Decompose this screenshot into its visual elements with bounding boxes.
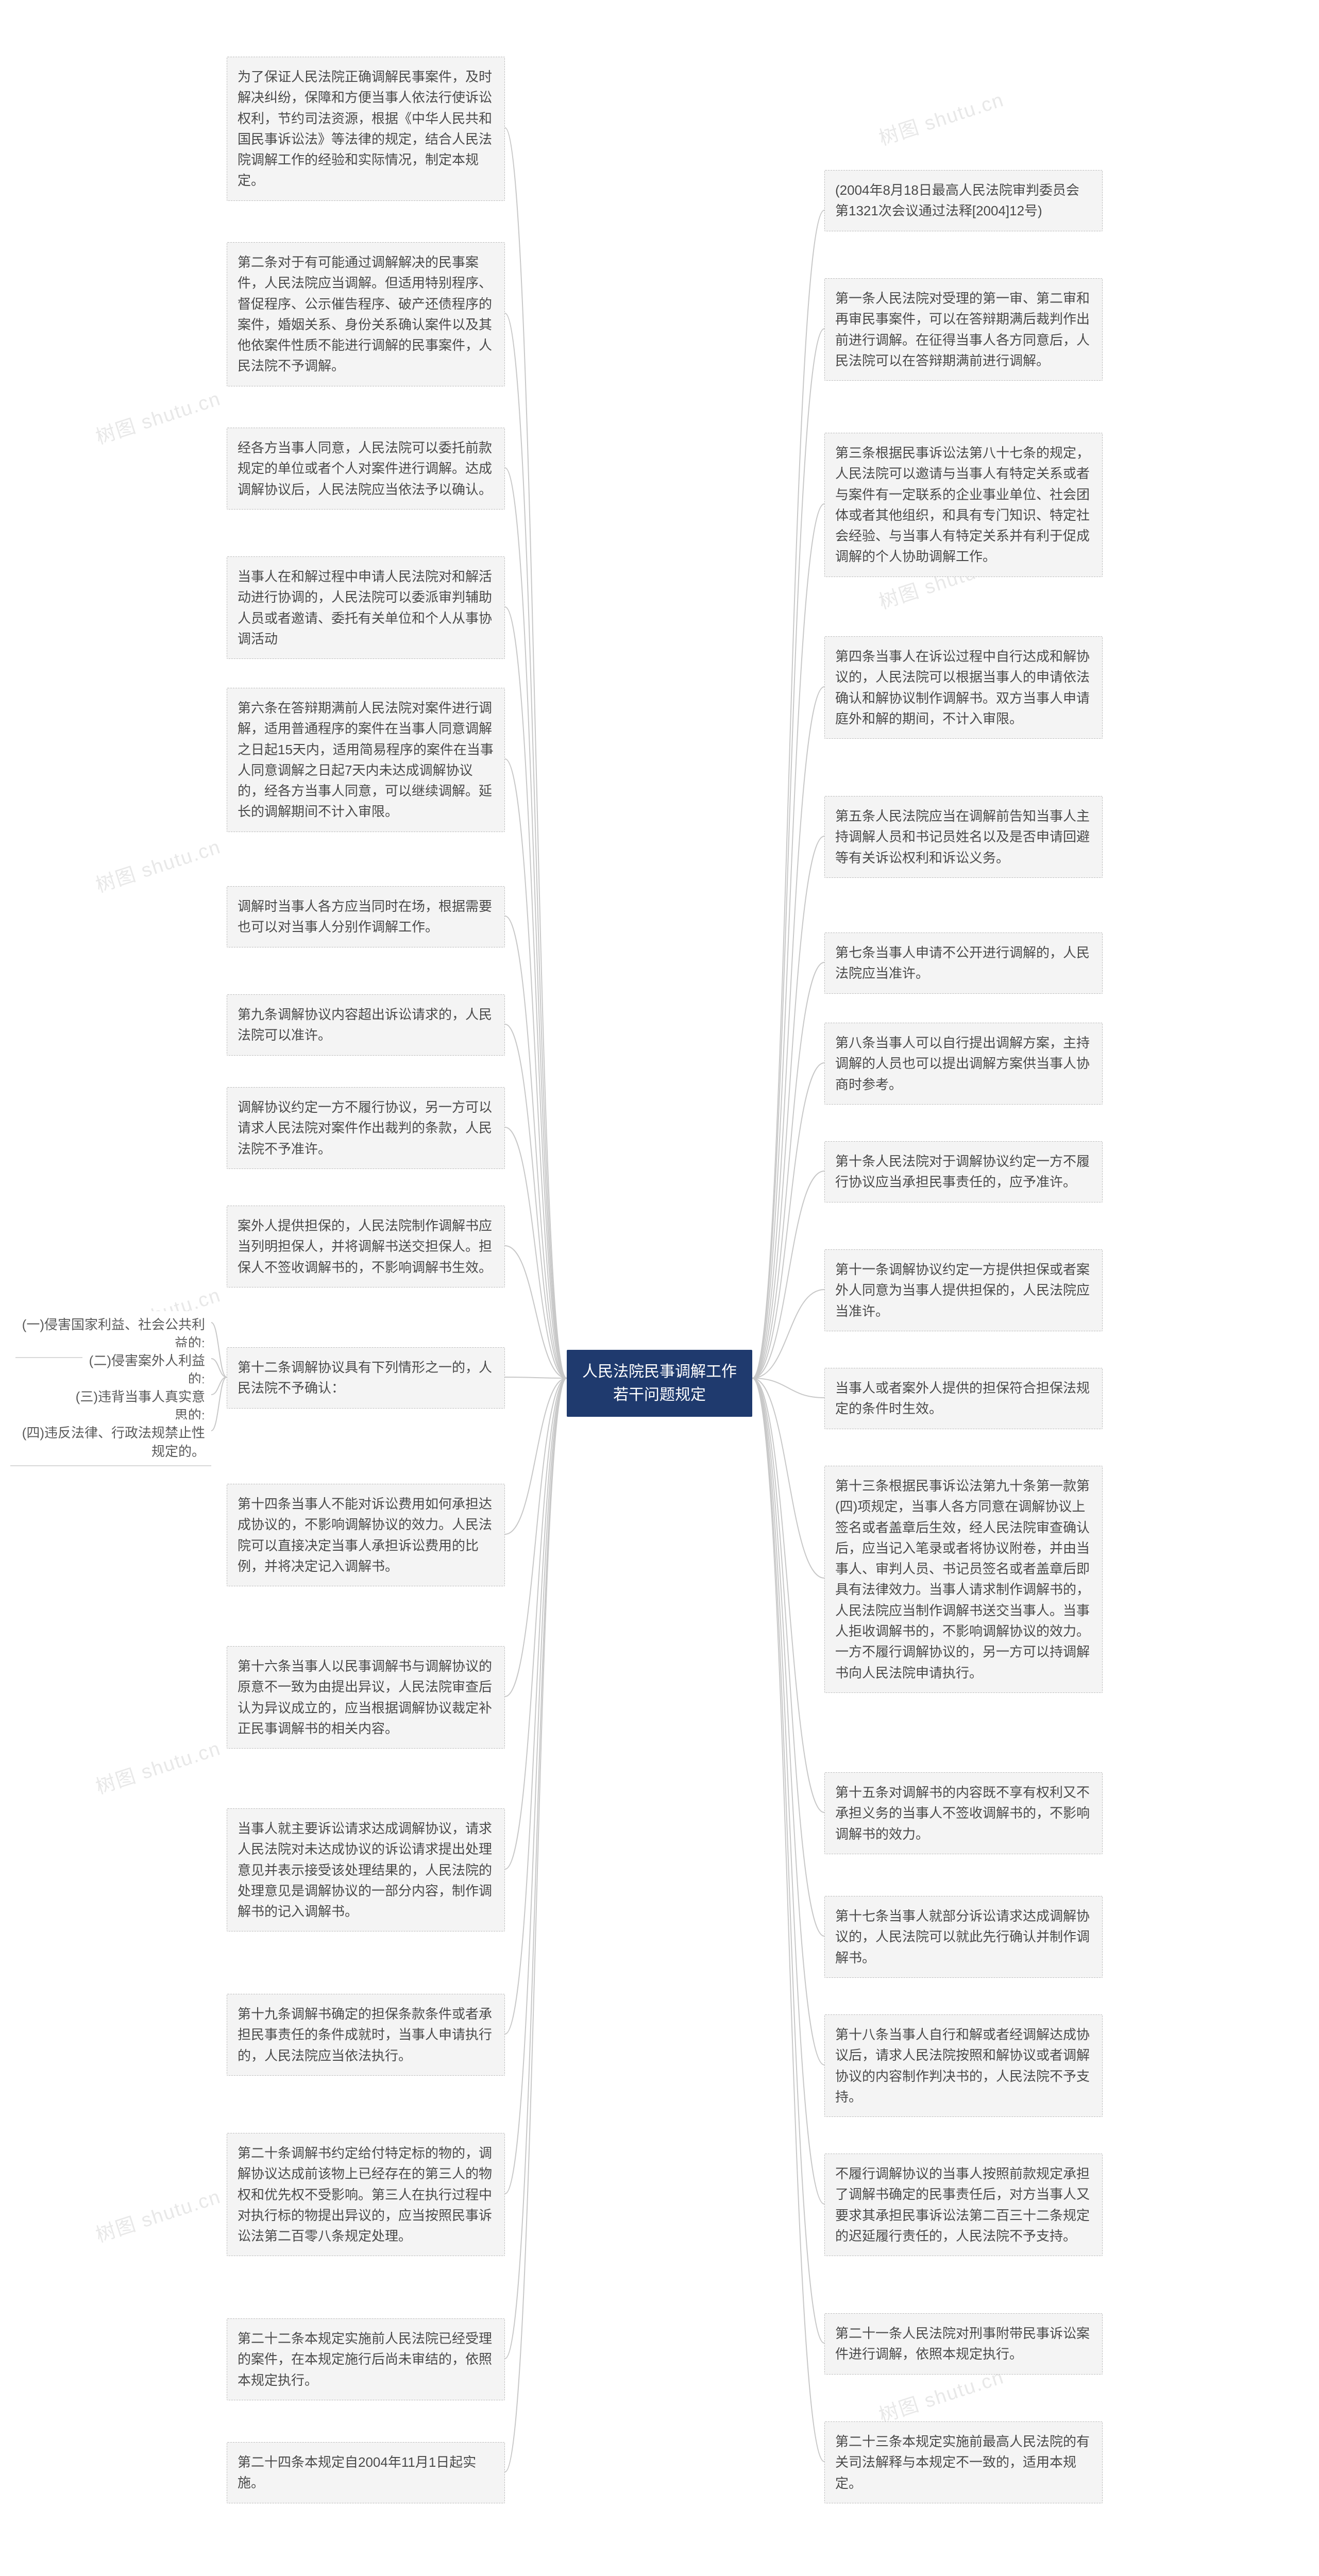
left-node: 第六条在答辩期满前人民法院对案件进行调解，适用普通程序的案件在当事人同意调解之日…	[227, 688, 505, 832]
left-node: 第二十条调解书约定给付特定标的物的，调解协议达成前该物上已经存在的第三人的物权和…	[227, 2133, 505, 2256]
center-node: 人民法院民事调解工作若干问题规定	[567, 1350, 752, 1417]
left-node: 为了保证人民法院正确调解民事案件，及时解决纠纷，保障和方便当事人依法行使诉讼权利…	[227, 57, 505, 201]
right-node: 第一条人民法院对受理的第一审、第二审和再审民事案件，可以在答辩期满后裁判作出前进…	[824, 278, 1103, 381]
left-node: 经各方当事人同意，人民法院可以委托前款规定的单位或者个人对案件进行调解。达成调解…	[227, 428, 505, 510]
right-node: 第十八条当事人自行和解或者经调解达成协议后，请求人民法院按照和解协议或者调解协议…	[824, 2014, 1103, 2117]
connector-lines	[0, 0, 1319, 2576]
right-node: 第二十三条本规定实施前最高人民法院的有关司法解释与本规定不一致的，适用本规定。	[824, 2421, 1103, 2503]
right-node: 当事人或者案外人提供的担保符合担保法规定的条件时生效。	[824, 1368, 1103, 1429]
right-node: 第五条人民法院应当在调解前告知当事人主持调解人员和书记员姓名以及是否申请回避等有…	[824, 796, 1103, 878]
right-node: 第四条当事人在诉讼过程中自行达成和解协议的，人民法院可以根据当事人的申请依法确认…	[824, 636, 1103, 739]
mindmap-diagram: 人民法院民事调解工作若干问题规定 为了保证人民法院正确调解民事案件，及时解决纠纷…	[0, 0, 1319, 2576]
left-node: 第二十二条本规定实施前人民法院已经受理的案件，在本规定施行后尚未审结的，依照本规…	[227, 2318, 505, 2400]
right-node: 第十三条根据民事诉讼法第九十条第一款第(四)项规定，当事人各方同意在调解协议上签…	[824, 1466, 1103, 1693]
right-node: 第八条当事人可以自行提出调解方案，主持调解的人员也可以提出调解方案供当事人协商时…	[824, 1023, 1103, 1105]
left-node: 调解协议约定一方不履行协议，另一方可以请求人民法院对案件作出裁判的条款，人民法院…	[227, 1087, 505, 1169]
right-node: 第七条当事人申请不公开进行调解的，人民法院应当准许。	[824, 933, 1103, 994]
right-node: 第三条根据民事诉讼法第八十七条的规定，人民法院可以邀请与当事人有特定关系或者与案…	[824, 433, 1103, 577]
left-node: 第九条调解协议内容超出诉讼请求的，人民法院可以准许。	[227, 994, 505, 1056]
right-node: (2004年8月18日最高人民法院审判委员会第1321次会议通过法释[2004]…	[824, 170, 1103, 231]
leaf-node: (四)违反法律、行政法规禁止性规定的。	[10, 1419, 211, 1466]
left-node: 第十六条当事人以民事调解书与调解协议的原意不一致为由提出异议，人民法院审查后认为…	[227, 1646, 505, 1749]
left-node: 当事人在和解过程中申请人民法院对和解活动进行协调的，人民法院可以委派审判辅助人员…	[227, 556, 505, 659]
right-node: 第十五条对调解书的内容既不享有权利又不承担义务的当事人不签收调解书的，不影响调解…	[824, 1772, 1103, 1854]
left-node: 第十四条当事人不能对诉讼费用如何承担达成协议的，不影响调解协议的效力。人民法院可…	[227, 1484, 505, 1586]
right-node: 第二十一条人民法院对刑事附带民事诉讼案件进行调解，依照本规定执行。	[824, 2313, 1103, 2375]
left-node: 当事人就主要诉讼请求达成调解协议，请求人民法院对未达成协议的诉讼请求提出处理意见…	[227, 1808, 505, 1931]
right-node: 不履行调解协议的当事人按照前款规定承担了调解书确定的民事责任后，对方当事人又要求…	[824, 2154, 1103, 2256]
left-node: 第十二条调解协议具有下列情形之一的，人民法院不予确认：	[227, 1347, 505, 1409]
left-node: 第十九条调解书确定的担保条款条件或者承担民事责任的条件成就时，当事人申请执行的，…	[227, 1994, 505, 2076]
right-node: 第十条人民法院对于调解协议约定一方不履行协议应当承担民事责任的，应予准许。	[824, 1141, 1103, 1202]
right-node: 第十七条当事人就部分诉讼请求达成调解协议的，人民法院可以就此先行确认并制作调解书…	[824, 1896, 1103, 1978]
left-node: 调解时当事人各方应当同时在场，根据需要也可以对当事人分别作调解工作。	[227, 886, 505, 947]
left-node: 案外人提供担保的，人民法院制作调解书应当列明担保人，并将调解书送交担保人。担保人…	[227, 1206, 505, 1287]
right-node: 第十一条调解协议约定一方提供担保或者案外人同意为当事人提供担保的，人民法院应当准…	[824, 1249, 1103, 1331]
left-node: 第二条对于有可能通过调解解决的民事案件，人民法院应当调解。但适用特别程序、督促程…	[227, 242, 505, 386]
center-label: 人民法院民事调解工作若干问题规定	[582, 1363, 737, 1403]
left-node: 第二十四条本规定自2004年11月1日起实施。	[227, 2442, 505, 2503]
